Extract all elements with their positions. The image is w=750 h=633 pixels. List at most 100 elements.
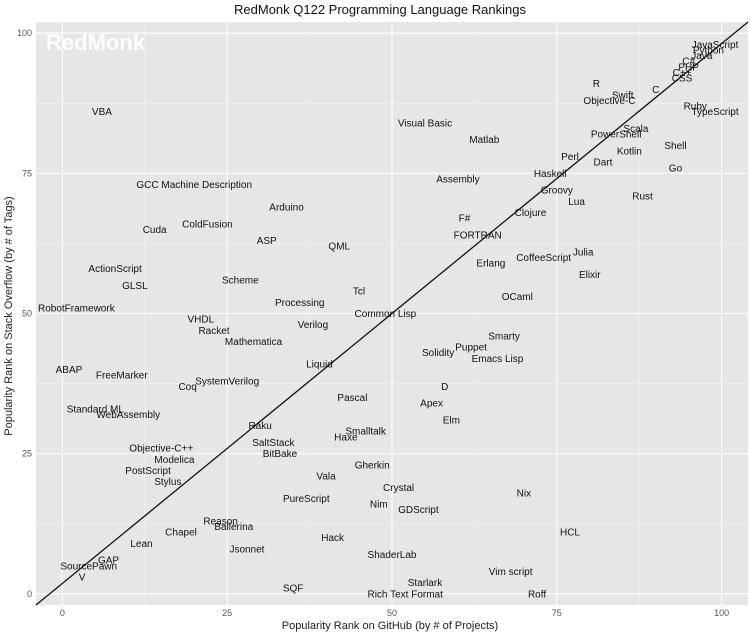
language-label: D — [441, 382, 448, 393]
language-label: Roff — [528, 589, 546, 600]
language-label: C — [652, 85, 659, 96]
language-label: R — [593, 79, 600, 90]
language-label: Haskell — [534, 169, 567, 180]
language-label: Erlang — [476, 259, 505, 270]
language-label: RobotFramework — [38, 303, 116, 314]
language-label: SystemVerilog — [195, 376, 259, 387]
y-tick-label: 100 — [17, 28, 32, 38]
language-label: Groovy — [541, 186, 573, 197]
language-label: FORTRAN — [454, 231, 502, 242]
language-label: Objective-C — [583, 96, 635, 107]
language-label: Perl — [561, 152, 579, 163]
x-tick-label: 100 — [714, 608, 729, 618]
language-label: Cuda — [143, 225, 167, 236]
language-label: Dart — [594, 158, 613, 169]
language-label: PostScript — [125, 466, 171, 477]
language-label: CoffeeScript — [516, 253, 571, 264]
language-label: JavaScript — [692, 40, 739, 51]
language-label: Chapel — [165, 528, 197, 539]
language-label: Reason — [203, 516, 237, 527]
language-label: Jsonnet — [229, 544, 264, 555]
language-label: Emacs Lisp — [472, 354, 524, 365]
language-label: Starlark — [408, 578, 443, 589]
language-label: Matlab — [469, 135, 499, 146]
language-label: Rich Text Format — [367, 589, 443, 600]
language-label: SaltStack — [252, 438, 295, 449]
language-label: Nix — [517, 488, 531, 499]
language-label: PowerShell — [591, 130, 642, 141]
language-label: Hack — [321, 533, 345, 544]
language-label: Racket — [198, 326, 229, 337]
language-label: Elixir — [579, 270, 601, 281]
language-label: PureScript — [283, 494, 330, 505]
regression-line — [35, 21, 749, 606]
language-label: Scheme — [222, 275, 259, 286]
axis-ticks: 0 25 50 75 100 0 25 50 75 100 — [17, 28, 729, 618]
language-label: Elm — [443, 416, 460, 427]
language-label: Ballerina — [214, 522, 253, 533]
language-label: Smarty — [488, 331, 520, 342]
x-axis-title: Popularity Rank on GitHub (by # of Proje… — [282, 620, 498, 632]
language-label: Java — [691, 51, 713, 62]
language-label: Standard ML — [67, 404, 125, 415]
language-label: F# — [459, 214, 471, 225]
language-label: Scala — [623, 124, 648, 135]
language-label: Processing — [275, 298, 324, 309]
language-label: Rust — [632, 191, 653, 202]
language-label: WebAssembly — [96, 410, 160, 421]
language-label: GLSL — [122, 281, 148, 292]
language-label: FreeMarker — [96, 371, 148, 382]
language-label: BitBake — [263, 449, 298, 460]
language-label: SourcePawn — [60, 561, 117, 572]
y-tick-label: 75 — [22, 168, 32, 178]
language-label: TypeScript — [691, 107, 738, 118]
redmonk-watermark: RedMonk — [46, 30, 146, 55]
language-label: Mathematica — [225, 337, 283, 348]
language-label: GDScript — [398, 505, 439, 516]
language-label: SQF — [283, 584, 304, 595]
language-label: Solidity — [422, 348, 454, 359]
x-tick-label: 75 — [552, 608, 562, 618]
language-label: ActionScript — [88, 264, 142, 275]
language-label: Gherkin — [355, 460, 390, 471]
language-label: Objective-C++ — [129, 444, 193, 455]
language-label: ShaderLab — [368, 550, 417, 561]
language-label: Coq — [178, 382, 196, 393]
language-label: GCC Machine Description — [136, 180, 252, 191]
language-label: QML — [328, 242, 350, 253]
language-label: Shell — [664, 141, 686, 152]
language-label: Tcl — [353, 287, 365, 298]
language-label: Vala — [316, 472, 336, 483]
language-label: Go — [669, 163, 683, 174]
language-label: Kotlin — [617, 146, 642, 157]
x-tick-label: 25 — [222, 608, 232, 618]
language-label: Lean — [130, 539, 152, 550]
language-label: Verilog — [298, 320, 329, 331]
language-label: Haxe — [334, 432, 358, 443]
language-label: Swift — [612, 90, 634, 101]
language-label: VHDL — [187, 315, 214, 326]
language-label: CSS — [672, 74, 693, 85]
language-label: Arduino — [269, 202, 304, 213]
language-label: Clojure — [515, 208, 547, 219]
language-label: HCL — [560, 528, 580, 539]
language-label: ColdFusion — [182, 219, 233, 230]
language-label: Julia — [573, 247, 594, 258]
y-tick-label: 25 — [22, 449, 32, 459]
language-label: ASP — [257, 236, 277, 247]
language-label: Raku — [248, 421, 271, 432]
language-label: Smalltalk — [345, 427, 387, 438]
chart-title: RedMonk Q122 Programming Language Rankin… — [234, 2, 526, 17]
fit-line-group — [35, 21, 749, 606]
y-tick-label: 0 — [27, 589, 32, 599]
language-label: Stylus — [154, 477, 181, 488]
y-tick-label: 50 — [22, 309, 32, 319]
language-label: Pascal — [337, 393, 367, 404]
language-label: Nim — [370, 500, 388, 511]
language-label: C++ — [673, 68, 692, 79]
language-label: C# — [682, 57, 695, 68]
language-label: Modelica — [154, 455, 194, 466]
y-axis-title: Popularity Rank on Stack Overflow (by # … — [3, 196, 15, 435]
language-label: GAP — [98, 556, 119, 567]
